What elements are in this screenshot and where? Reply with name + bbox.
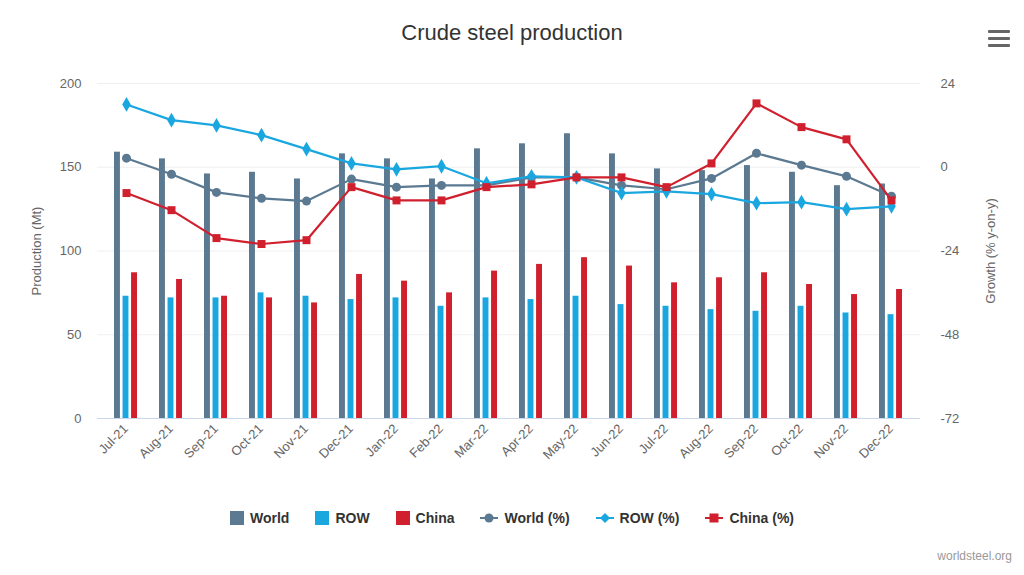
- svg-text:200: 200: [60, 76, 82, 91]
- html-text:ROW (%): ROW (%): [619, 510, 680, 526]
- html-text:ROW: ROW: [335, 510, 370, 526]
- svg-text:Oct-22: Oct-22: [768, 421, 806, 459]
- svg-text:Nov-22: Nov-22: [811, 421, 851, 461]
- svg-text:May-22: May-22: [540, 421, 581, 462]
- svg-text:Production (Mt): Production (Mt): [29, 207, 44, 296]
- svg-text:Aug-21: Aug-21: [136, 421, 176, 461]
- html-text:World (%): World (%): [504, 510, 570, 526]
- svg-text:Nov-21: Nov-21: [271, 421, 311, 461]
- svg-text:Jan-22: Jan-22: [362, 421, 401, 460]
- svg-text:Dec-22: Dec-22: [856, 421, 896, 461]
- svg-text:Mar-22: Mar-22: [451, 421, 491, 461]
- svg-text:-48: -48: [941, 327, 960, 342]
- svg-text:Feb-22: Feb-22: [406, 421, 446, 461]
- svg-text:150: 150: [60, 159, 82, 174]
- html-text:World: World: [250, 510, 290, 526]
- svg-text:100: 100: [60, 243, 82, 258]
- svg-text:24: 24: [941, 76, 955, 91]
- svg-text:Sep-21: Sep-21: [181, 421, 221, 461]
- svg-text:Jun-22: Jun-22: [587, 421, 626, 460]
- svg-text:Oct-21: Oct-21: [228, 421, 266, 459]
- svg-text:Jul-21: Jul-21: [95, 421, 131, 457]
- svg-text:0: 0: [74, 411, 81, 426]
- svg-text:Aug-22: Aug-22: [676, 421, 716, 461]
- svg-text:-72: -72: [941, 411, 960, 426]
- html-text:worldsteel.org: worldsteel.org: [937, 549, 1012, 563]
- html-text:Crude steel production: Crude steel production: [401, 20, 623, 45]
- svg-text:Jul-22: Jul-22: [635, 421, 671, 457]
- svg-text:0: 0: [941, 159, 948, 174]
- svg-text:Growth (% y-on-y): Growth (% y-on-y): [983, 198, 998, 303]
- svg-text:Sep-22: Sep-22: [721, 421, 761, 461]
- svg-text:50: 50: [67, 327, 81, 342]
- svg-text:Apr-22: Apr-22: [498, 421, 536, 459]
- html-text:China (%): China (%): [729, 510, 794, 526]
- svg-text:Dec-21: Dec-21: [316, 421, 356, 461]
- svg-text:-24: -24: [941, 243, 960, 258]
- html-text:China: China: [415, 510, 455, 526]
